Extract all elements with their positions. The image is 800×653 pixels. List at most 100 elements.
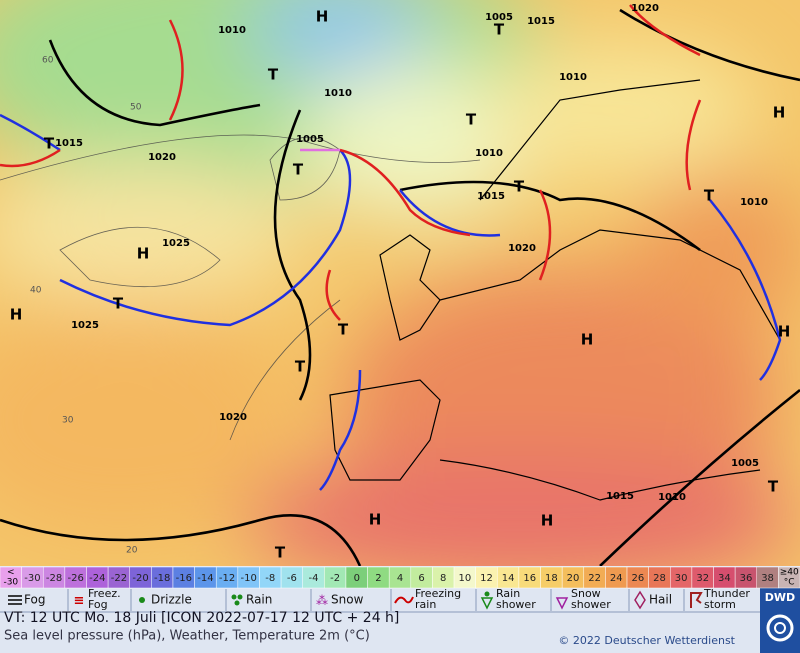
isobar-label: 1010 <box>218 25 246 36</box>
scale-label: -26 <box>68 573 84 584</box>
isobar-label: 1025 <box>162 238 190 249</box>
rain-shower-dot <box>484 591 490 597</box>
isobar-label: 1010 <box>740 197 768 208</box>
hail-icon <box>634 590 646 610</box>
pressure-center: H <box>369 511 382 529</box>
thunder-icon <box>690 592 703 608</box>
pressure-center: T <box>295 358 306 376</box>
pressure-center: H <box>581 331 594 349</box>
weather-legend-label: Snow <box>571 587 601 600</box>
isobar-label: 1020 <box>631 3 659 14</box>
weather-legend-label: Drizzle <box>151 593 192 607</box>
scale-label: 14 <box>502 573 515 584</box>
scale-label: 6 <box>418 573 424 584</box>
weather-legend-label: shower <box>571 598 611 611</box>
freezing-fog-icon: ≡ <box>74 594 85 609</box>
isobar-label: 1010 <box>324 88 352 99</box>
isobar-label: 1015 <box>527 16 555 27</box>
weather-legend-label: Freezing <box>415 587 461 600</box>
pressure-center: H <box>316 8 329 26</box>
valid-time: VT: 12 UTC Mo. 18 Juli [ICON 2022-07-17 … <box>4 610 399 626</box>
pressure-center: H <box>778 323 791 341</box>
pressure-center: T <box>514 178 525 196</box>
rain-shower-icon <box>480 597 494 610</box>
scale-label: -30 <box>3 578 18 588</box>
weather-legend-label: Rain <box>496 587 520 600</box>
isobar-label: 1020 <box>508 243 536 254</box>
scale-label: -10 <box>240 573 256 584</box>
pressure-center: T <box>466 111 477 129</box>
scale-label: ≥40 <box>780 568 799 578</box>
pressure-center: H <box>773 104 786 122</box>
scale-label: 2 <box>375 573 381 584</box>
scale-label: 10 <box>458 573 471 584</box>
scale-label: 4 <box>397 573 403 584</box>
latitude-label: 60 <box>42 56 54 66</box>
pressure-center: H <box>137 245 150 263</box>
weather-legend-label: storm <box>704 598 736 611</box>
weather-legend-label: Freez. <box>88 587 121 600</box>
scale-label: -12 <box>219 573 235 584</box>
pressure-center: T <box>268 66 279 84</box>
scale-label: 8 <box>440 573 446 584</box>
scale-label: 30 <box>675 573 688 584</box>
drizzle-icon <box>139 597 145 603</box>
pressure-center: T <box>293 161 304 179</box>
scale-label: -2 <box>330 573 340 584</box>
pressure-center: H <box>541 512 554 530</box>
snow-shower-icon <box>555 597 569 610</box>
pressure-center: T <box>44 135 55 153</box>
scale-label: 20 <box>567 573 580 584</box>
scale-label: 0 <box>354 573 360 584</box>
latitude-label: 40 <box>30 286 42 296</box>
scale-label: -6 <box>287 573 297 584</box>
isobar-label: 1025 <box>71 320 99 331</box>
latitude-label: 30 <box>62 416 74 426</box>
rain-icon <box>231 594 237 600</box>
weather-legend-label: Snow <box>331 593 364 607</box>
weather-legend-label: Rain <box>246 593 272 607</box>
scale-label: -24 <box>89 573 105 584</box>
scale-label: 18 <box>545 573 558 584</box>
weather-legend-label: rain <box>415 598 436 611</box>
weather-legend-label: shower <box>496 598 536 611</box>
latitude-label: 50 <box>130 103 142 113</box>
scale-label: -16 <box>176 573 192 584</box>
scale-symbol: < <box>7 568 15 578</box>
pressure-center: H <box>10 306 23 324</box>
scale-label: -8 <box>265 573 275 584</box>
dwd-logo <box>760 588 800 653</box>
scale-label: 26 <box>631 573 644 584</box>
scale-label: -28 <box>46 573 62 584</box>
isobar-label: 1020 <box>148 152 176 163</box>
weather-legend-label: Thunder <box>703 587 750 600</box>
scale-label: -20 <box>132 573 148 584</box>
pressure-center: T <box>275 544 286 562</box>
latitude-label: 20 <box>126 546 138 556</box>
scale-label: 36 <box>740 573 753 584</box>
scale-label: 12 <box>480 573 493 584</box>
rain-icon <box>234 600 240 606</box>
isobar-label: 1010 <box>658 492 686 503</box>
isobar-label: 1015 <box>477 191 505 202</box>
scale-label: 28 <box>653 573 666 584</box>
pressure-center: T <box>768 478 779 496</box>
pressure-center: T <box>494 21 505 39</box>
rain-icon <box>237 594 243 600</box>
logo-text: DWD <box>765 591 795 604</box>
scale-label: 16 <box>523 573 536 584</box>
pressure-center: T <box>113 295 124 313</box>
map-area <box>0 0 800 566</box>
scale-label: -4 <box>309 573 319 584</box>
weather-legend-label: Fog <box>24 593 45 607</box>
weather-legend-label: Fog <box>88 598 108 611</box>
isobar-label: 1010 <box>559 72 587 83</box>
pressure-center: T <box>338 321 349 339</box>
description: Sea level pressure (hPa), Weather, Tempe… <box>4 629 370 644</box>
isobar-label: 1020 <box>219 412 247 423</box>
scale-label: -30 <box>24 573 40 584</box>
isobar-label: 1005 <box>731 458 759 469</box>
isobar-label: 1015 <box>606 491 634 502</box>
